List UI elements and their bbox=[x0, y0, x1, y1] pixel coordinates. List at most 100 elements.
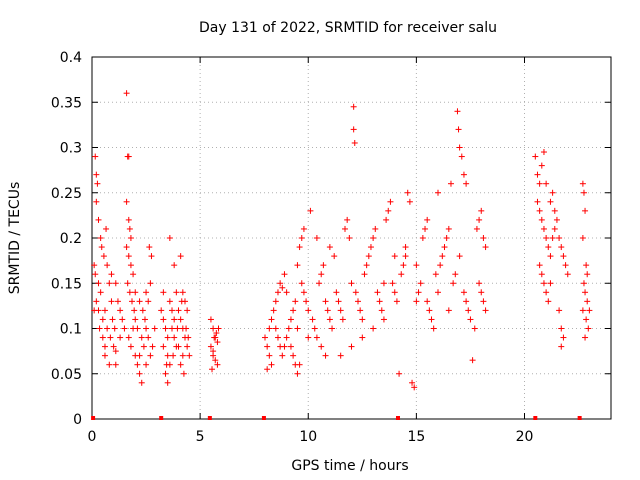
data-point bbox=[419, 235, 426, 241]
data-point bbox=[96, 325, 103, 332]
data-point bbox=[549, 235, 556, 241]
data-point bbox=[99, 334, 106, 341]
data-point bbox=[279, 284, 286, 291]
data-point bbox=[326, 244, 333, 251]
data-point bbox=[164, 352, 171, 359]
data-point bbox=[127, 262, 134, 269]
data-point bbox=[326, 316, 333, 323]
y-tick-label: 0.15 bbox=[51, 276, 82, 292]
data-point bbox=[294, 262, 301, 269]
data-point bbox=[435, 289, 441, 296]
data-point bbox=[313, 235, 320, 241]
data-point bbox=[214, 339, 221, 346]
x-tick-label: 5 bbox=[196, 429, 205, 445]
data-point bbox=[458, 153, 465, 160]
data-point bbox=[370, 325, 377, 332]
data-point bbox=[123, 244, 130, 251]
data-point bbox=[158, 307, 165, 314]
data-point bbox=[177, 253, 184, 260]
data-point bbox=[372, 225, 379, 232]
x-ticks: 0 5 10 15 20 bbox=[88, 57, 533, 445]
data-point bbox=[534, 171, 541, 178]
data-point bbox=[214, 361, 221, 368]
data-point bbox=[320, 262, 327, 269]
data-point bbox=[160, 316, 167, 323]
y-axis-label: SRMTID / TECUs bbox=[7, 182, 23, 295]
data-point bbox=[406, 198, 413, 205]
data-point bbox=[169, 307, 176, 314]
data-point bbox=[318, 271, 325, 278]
data-point bbox=[207, 343, 214, 350]
data-point bbox=[264, 343, 271, 350]
data-point bbox=[307, 207, 314, 214]
data-point bbox=[473, 225, 480, 232]
data-point bbox=[342, 225, 349, 232]
data-point bbox=[296, 361, 303, 368]
data-point bbox=[445, 307, 452, 314]
data-point bbox=[97, 289, 104, 296]
data-point bbox=[177, 361, 184, 368]
data-point bbox=[551, 225, 558, 232]
data-point bbox=[536, 207, 543, 214]
data-point bbox=[98, 244, 105, 251]
data-point bbox=[281, 343, 288, 350]
data-point bbox=[411, 384, 418, 391]
data-point bbox=[348, 343, 355, 350]
data-point bbox=[584, 271, 591, 278]
data-point bbox=[547, 280, 554, 287]
data-point bbox=[391, 289, 398, 296]
data-point bbox=[556, 235, 563, 241]
data-point bbox=[129, 298, 136, 305]
data-point bbox=[268, 361, 275, 368]
data-point bbox=[131, 307, 138, 314]
zero-marker bbox=[533, 416, 538, 420]
x-axis-label: GPS time / hours bbox=[291, 458, 408, 474]
data-point bbox=[579, 235, 586, 241]
data-point bbox=[171, 334, 178, 341]
data-point bbox=[294, 370, 301, 377]
data-point bbox=[212, 357, 219, 364]
data-point bbox=[95, 216, 102, 223]
data-point bbox=[178, 298, 185, 305]
data-point bbox=[318, 343, 325, 350]
data-point bbox=[424, 298, 431, 305]
data-point bbox=[298, 280, 305, 287]
data-point bbox=[452, 271, 459, 278]
data-point bbox=[134, 325, 141, 332]
data-point bbox=[266, 352, 273, 359]
data-point bbox=[583, 262, 590, 269]
y-tick-label: 0.4 bbox=[60, 50, 82, 66]
data-point bbox=[380, 316, 387, 323]
data-point bbox=[169, 325, 176, 332]
data-point bbox=[536, 262, 543, 269]
data-point bbox=[380, 280, 387, 287]
data-point bbox=[463, 180, 470, 187]
data-point bbox=[294, 325, 301, 332]
data-point bbox=[445, 225, 452, 232]
data-point bbox=[287, 316, 294, 323]
data-point bbox=[536, 180, 543, 187]
data-point bbox=[136, 298, 143, 305]
data-point bbox=[292, 298, 299, 305]
data-point bbox=[151, 325, 158, 332]
data-point bbox=[179, 352, 186, 359]
data-point bbox=[149, 343, 156, 350]
data-point bbox=[378, 307, 385, 314]
data-point bbox=[210, 348, 217, 355]
data-point bbox=[277, 280, 284, 287]
data-point bbox=[92, 153, 99, 160]
data-point bbox=[387, 198, 394, 205]
y-tick-label: 0 bbox=[73, 412, 82, 428]
data-point bbox=[97, 235, 104, 241]
data-point bbox=[365, 253, 372, 260]
data-point bbox=[125, 334, 132, 341]
data-point bbox=[164, 379, 171, 386]
data-point bbox=[207, 316, 214, 323]
data-point bbox=[350, 103, 357, 110]
data-point bbox=[398, 271, 405, 278]
x-tick-label: 15 bbox=[407, 429, 425, 445]
data-point bbox=[91, 262, 98, 269]
data-point bbox=[344, 216, 351, 223]
data-point bbox=[209, 366, 216, 373]
data-point bbox=[463, 298, 470, 305]
